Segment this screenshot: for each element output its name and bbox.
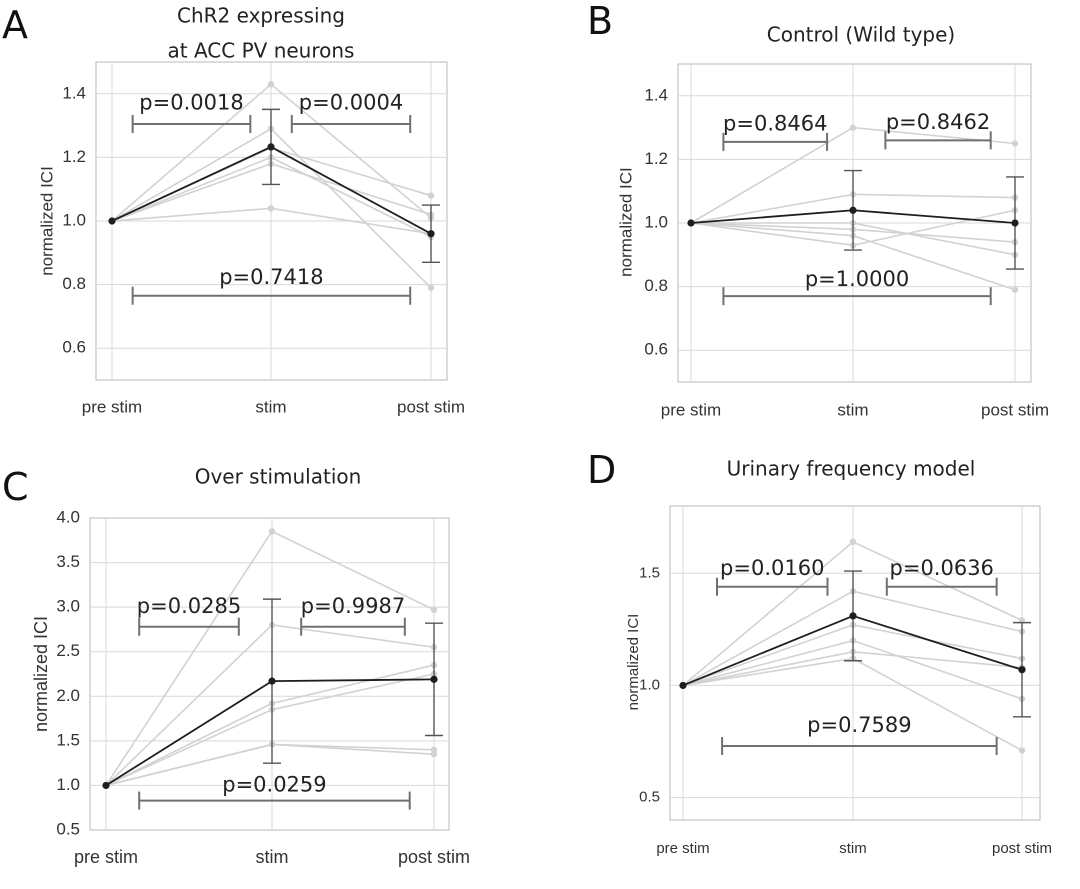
y-tick-label: 4.0 [56,507,80,526]
individual-point [1018,747,1026,754]
chart-title: at ACC PV neurons [168,39,355,63]
mean-point [679,681,687,690]
individual-point [430,606,438,614]
p-value-label: p=0.8464 [723,111,827,135]
x-tick-label: stim [256,847,289,867]
y-tick-label: 1.2 [62,147,86,166]
p-value-label: p=0.0160 [720,556,824,580]
y-tick-label: 0.8 [644,276,668,295]
y-axis-label: normalized ICI [31,616,51,732]
x-tick-label: pre stim [661,400,721,419]
y-tick-label: 3.0 [56,597,80,616]
y-tick-label: 0.5 [639,789,660,806]
y-tick-label: 1.4 [62,83,86,102]
panel-letter: A [2,3,28,47]
p-value-label: p=0.9987 [301,594,405,618]
p-value-label: p=0.0259 [222,772,326,796]
individual-point [267,81,275,88]
x-tick-label: post stim [398,847,470,867]
panel-a: A ChR2 expressing at ACC PV neurons 0.6 0.8 1… [2,3,465,416]
y-tick-label: 1.0 [639,676,660,693]
mean-point [430,675,438,683]
chart-title: Urinary frequency model [727,457,976,481]
mean-point [267,143,275,151]
y-tick-label: 1.0 [56,775,80,794]
individual-point [1011,286,1019,293]
mean-line [105,678,435,787]
mean-point [108,217,116,225]
mean-point [849,206,857,214]
panel-c: C Over stimulation 0.5 1.0 1.5 2.0 2.5 3.0 3.5 4.… [2,465,470,867]
p-value-label: p=0.7418 [219,265,323,289]
x-tick-label: post stim [992,840,1052,857]
y-axis-label: normalized ICI [625,614,642,711]
y-tick-label: 1.2 [644,149,668,168]
panel-b: B Control (Wild type) 0.6 0.8 1.0 1.2 1.4 pre s… [587,0,1049,419]
individual-point [1011,140,1019,147]
mean-point [849,612,857,620]
y-tick-label: 0.8 [62,274,86,293]
panel-letter: B [587,0,613,43]
p-value-label: p=0.0004 [299,90,403,114]
y-tick-label: 3.5 [56,552,80,571]
individual-series-line [105,530,435,786]
y-tick-label: 0.6 [62,338,86,357]
mean-point [687,219,695,227]
individual-point [267,205,275,212]
individual-point [430,751,438,758]
panel-letter: D [587,448,616,492]
individual-point [849,124,857,131]
individual-point [849,538,857,546]
y-tick-label: 1.5 [639,564,660,581]
individual-point [427,192,435,199]
mean-point [1011,219,1019,227]
y-tick-label: 1.0 [62,210,86,229]
x-tick-label: stim [839,840,867,857]
x-tick-label: post stim [981,400,1049,419]
x-tick-label: stim [837,400,868,419]
y-tick-label: 0.6 [644,340,668,359]
individual-point [430,746,438,753]
p-value-label: p=0.0636 [890,556,994,580]
y-tick-label: 1.4 [644,85,668,104]
mean-point [1018,666,1026,674]
chart-title: Over stimulation [195,465,362,489]
x-tick-label: pre stim [656,840,709,857]
y-tick-label: 0.5 [56,819,80,838]
mean-point [268,677,276,685]
individual-point [427,284,435,291]
y-tick-label: 1.5 [56,730,80,749]
plot-frame [669,505,1041,821]
x-tick-label: stim [255,397,286,416]
x-tick-label: pre stim [82,397,142,416]
p-value-label: p=0.0285 [137,594,241,618]
y-tick-label: 2.5 [56,641,80,660]
y-axis-label: normalized ICI [616,167,635,277]
mean-point [427,230,435,238]
p-value-label: p=0.0018 [139,90,243,114]
mean-point [102,781,110,790]
y-tick-label: 2.0 [56,686,80,705]
plot-frame [89,517,450,831]
x-tick-label: pre stim [74,847,138,867]
p-value-label: p=0.7589 [807,713,911,737]
panel-d: D Urinary frequency model 0.5 1.0 1.5 pre sti… [587,448,1052,857]
chart-title: ChR2 expressing [177,4,345,28]
p-value-label: p=0.8462 [886,110,990,134]
chart-title: Control (Wild type) [767,23,955,47]
individual-point [268,528,276,535]
x-tick-label: post stim [397,397,465,416]
p-value-label: p=1.0000 [805,267,909,291]
y-tick-label: 1.0 [644,212,668,231]
panel-letter: C [2,465,29,509]
y-axis-label: normalized ICI [37,166,56,276]
individual-series-line [105,673,435,787]
